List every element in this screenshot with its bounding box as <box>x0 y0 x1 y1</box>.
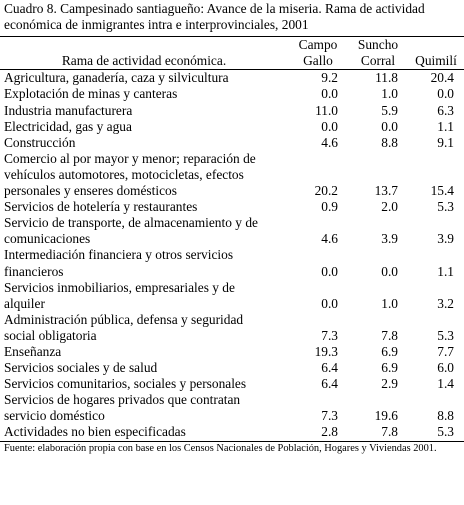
header-row: Rama de actividad económica. Campo Gallo S… <box>0 36 464 70</box>
value-cell: 3.2 <box>437 295 454 311</box>
row-label: Industria manufacturera <box>4 102 133 118</box>
row-label: Servicios inmobiliarios, empresariales y… <box>4 279 235 311</box>
row-label: Servicios de hotelería y restaurantes <box>4 199 198 215</box>
value-cell: 0.0 <box>321 86 338 102</box>
row-label: Administración pública, defensa y seguri… <box>4 311 244 343</box>
row-label: Electricidad, gas y agua <box>4 118 132 134</box>
column-header: Rama de actividad económica. <box>61 53 227 69</box>
value-cell: 8.8 <box>437 408 454 424</box>
value-cell: 15.4 <box>430 183 454 199</box>
table-row: Explotación de minas y canteras 0.0 1.0 0.0 <box>0 86 464 102</box>
table-row: Intermediación financiera y otros servic… <box>0 247 464 279</box>
row-label: Actividades no bien especificadas <box>4 424 186 440</box>
value-cell: 6.9 <box>381 343 398 359</box>
column-header: Quimilí <box>415 53 457 69</box>
row-label: Agricultura, ganadería, caza y silvicult… <box>4 70 229 86</box>
value-cell: 0.0 <box>321 295 338 311</box>
value-cell: 4.6 <box>321 231 338 247</box>
value-cell: 1.1 <box>437 263 454 279</box>
value-cell: 11.8 <box>375 70 398 86</box>
row-label: Servicio de transporte, de almacenamient… <box>4 215 258 247</box>
row-label: Enseñanza <box>4 343 62 359</box>
value-cell: 5.3 <box>437 327 454 343</box>
table-row: Servicio de transporte, de almacenamient… <box>0 215 464 247</box>
value-cell: 7.7 <box>437 343 454 359</box>
value-cell: 2.0 <box>381 199 398 215</box>
table-row: Administración pública, defensa y seguri… <box>0 312 464 344</box>
value-cell: 2.9 <box>381 376 398 392</box>
value-cell: 19.3 <box>314 343 338 359</box>
value-cell: 0.0 <box>437 86 454 102</box>
row-label: Comercio al por mayor y menor; reparació… <box>4 150 256 199</box>
table-row: Enseñanza 19.3 6.9 7.7 <box>0 344 464 360</box>
table-row: Comercio al por mayor y menor; reparació… <box>0 151 464 199</box>
value-cell: 1.0 <box>381 86 398 102</box>
table-row: Servicios sociales y de salud 6.4 6.9 6.0 <box>0 360 464 376</box>
value-cell: 11.0 <box>315 102 338 118</box>
value-cell: 9.2 <box>321 70 338 86</box>
value-cell: 6.4 <box>321 360 338 376</box>
table-body: Agricultura, ganadería, caza y silvicult… <box>0 70 464 442</box>
value-cell: 8.8 <box>381 134 398 150</box>
value-cell: 0.0 <box>321 118 338 134</box>
footnote: Fuente: elaboración propia con base en l… <box>4 442 437 454</box>
table: Rama de actividad económica. Campo Gallo S… <box>0 36 464 442</box>
value-cell: 1.1 <box>437 118 454 134</box>
row-label: Construcción <box>4 134 76 150</box>
value-cell: 5.9 <box>381 102 398 118</box>
row-label: Servicios sociales y de salud <box>4 360 158 376</box>
value-cell: 9.1 <box>437 134 454 150</box>
table-row: Servicios de hotelería y restaurantes 0.9… <box>0 199 464 215</box>
table-row: Servicios de hogares privados que contra… <box>0 392 464 424</box>
value-cell: 7.3 <box>321 408 338 424</box>
value-cell: 7.3 <box>321 327 338 343</box>
value-cell: 13.7 <box>374 183 398 199</box>
value-cell: 3.9 <box>437 231 454 247</box>
value-cell: 20.4 <box>430 70 454 86</box>
table-title: Cuadro 8. Campesinado santiagueño: Avanc… <box>4 1 425 33</box>
value-cell: 0.9 <box>321 199 338 215</box>
value-cell: 7.8 <box>381 327 398 343</box>
value-cell: 4.6 <box>321 134 338 150</box>
value-cell: 2.8 <box>321 424 338 440</box>
value-cell: 3.9 <box>381 231 398 247</box>
table-header: Rama de actividad económica. Campo Gallo S… <box>0 36 464 70</box>
value-cell: 19.6 <box>374 408 398 424</box>
value-cell: 0.0 <box>381 263 398 279</box>
value-cell: 6.0 <box>437 360 454 376</box>
value-cell: 1.0 <box>381 295 398 311</box>
row-label: Explotación de minas y canteras <box>4 86 178 102</box>
table-row: Servicios inmobiliarios, empresariales y… <box>0 280 464 312</box>
value-cell: 6.9 <box>381 360 398 376</box>
table-row: Electricidad, gas y agua 0.0 0.0 1.1 <box>0 119 464 135</box>
column-header: Campo Gallo <box>298 37 338 69</box>
value-cell: 5.3 <box>437 424 454 440</box>
row-label: Servicios comunitarios, sociales y perso… <box>4 376 247 392</box>
value-cell: 6.4 <box>321 376 338 392</box>
column-header: Suncho Corral <box>357 37 399 69</box>
table-row: Actividades no bien especificadas 2.8 7.8 5… <box>0 424 464 442</box>
value-cell: 7.8 <box>381 424 398 440</box>
value-cell: 20.2 <box>314 183 338 199</box>
value-cell: 0.0 <box>381 118 398 134</box>
table-row: Agricultura, ganadería, caza y silvicult… <box>0 70 464 87</box>
value-cell: 0.0 <box>321 263 338 279</box>
value-cell: 5.3 <box>437 199 454 215</box>
row-label: Intermediación financiera y otros servic… <box>4 247 234 279</box>
value-cell: 6.3 <box>437 102 454 118</box>
table-row: Servicios comunitarios, sociales y perso… <box>0 376 464 392</box>
value-cell: 1.4 <box>437 376 454 392</box>
table-row: Construcción 4.6 8.8 9.1 <box>0 135 464 151</box>
row-label: Servicios de hogares privados que contra… <box>4 392 241 424</box>
table-row: Industria manufacturera 11.0 5.9 6.3 <box>0 103 464 119</box>
